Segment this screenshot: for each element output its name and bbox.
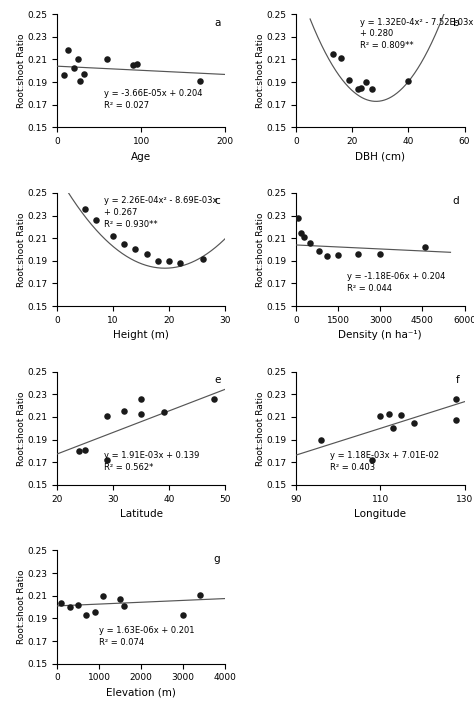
Point	[297, 227, 304, 238]
Point	[165, 255, 173, 266]
X-axis label: Longitude: Longitude	[354, 509, 406, 519]
Point	[154, 255, 162, 266]
Point	[64, 44, 72, 56]
Point	[410, 417, 418, 429]
Point	[80, 68, 88, 80]
Text: c: c	[215, 196, 220, 206]
Point	[66, 602, 73, 613]
Point	[376, 249, 384, 260]
Y-axis label: Root:shoot Ratio: Root:shoot Ratio	[256, 391, 265, 465]
Point	[334, 249, 342, 261]
Point	[385, 408, 392, 419]
Point	[129, 59, 137, 71]
Text: b: b	[453, 18, 459, 28]
Point	[137, 393, 145, 405]
Point	[315, 245, 322, 256]
Point	[57, 597, 65, 608]
Point	[354, 83, 362, 95]
Point	[104, 454, 111, 465]
Point	[452, 414, 460, 426]
Point	[82, 609, 90, 621]
Point	[196, 76, 204, 87]
Text: y = 1.32E0-4x² - 7.52E-03x
+ 0.280
R² = 0.809**: y = 1.32E0-4x² - 7.52E-03x + 0.280 R² = …	[360, 18, 474, 50]
Point	[210, 393, 218, 405]
Point	[196, 589, 204, 600]
Point	[74, 54, 82, 65]
X-axis label: Density (n ha⁻¹): Density (n ha⁻¹)	[338, 330, 422, 340]
Point	[452, 393, 460, 405]
Point	[354, 249, 362, 260]
Point	[104, 410, 111, 421]
Point	[376, 410, 384, 421]
Point	[132, 244, 139, 255]
Point	[346, 74, 353, 85]
Y-axis label: Root:shoot Ratio: Root:shoot Ratio	[17, 213, 26, 287]
Point	[133, 59, 141, 70]
Point	[363, 76, 370, 88]
Point	[60, 70, 67, 81]
Y-axis label: Root:shoot Ratio: Root:shoot Ratio	[256, 213, 265, 287]
Point	[405, 76, 412, 87]
X-axis label: DBH (cm): DBH (cm)	[356, 152, 405, 162]
Point	[199, 253, 207, 264]
Point	[91, 606, 99, 617]
Point	[81, 203, 89, 215]
Point	[318, 434, 325, 445]
Point	[421, 241, 429, 253]
X-axis label: Age: Age	[131, 152, 151, 162]
Text: y = 1.91E-03x + 0.139
R² = 0.562*: y = 1.91E-03x + 0.139 R² = 0.562*	[104, 451, 200, 472]
Point	[104, 54, 111, 65]
Point	[160, 407, 167, 418]
Point	[357, 82, 365, 93]
Point	[92, 215, 100, 226]
Point	[398, 409, 405, 420]
Point	[100, 590, 107, 602]
Point	[329, 48, 337, 59]
Text: f: f	[456, 375, 459, 385]
Point	[312, 1, 319, 13]
Point	[120, 238, 128, 249]
Text: a: a	[214, 18, 220, 28]
X-axis label: Elevation (m): Elevation (m)	[106, 688, 176, 698]
Point	[77, 76, 84, 87]
Text: d: d	[453, 196, 459, 206]
Point	[81, 444, 89, 455]
Point	[337, 53, 345, 64]
Point	[177, 258, 184, 269]
Point	[294, 213, 302, 224]
Point	[75, 445, 83, 457]
X-axis label: Latitude: Latitude	[119, 509, 163, 519]
Point	[120, 406, 128, 417]
Point	[368, 454, 376, 465]
Point	[306, 237, 314, 249]
Y-axis label: Root:shoot Ratio: Root:shoot Ratio	[17, 391, 26, 465]
Point	[74, 599, 82, 611]
Text: e: e	[214, 375, 220, 385]
Point	[137, 408, 145, 419]
Text: y = -3.66E-05x + 0.204
R² = 0.027: y = -3.66E-05x + 0.204 R² = 0.027	[104, 89, 202, 109]
X-axis label: Height (m): Height (m)	[113, 330, 169, 340]
Text: y = 2.26E-04x² - 8.69E-03x
+ 0.267
R² = 0.930**: y = 2.26E-04x² - 8.69E-03x + 0.267 R² = …	[104, 196, 218, 229]
Point	[301, 232, 308, 243]
Point	[116, 594, 124, 605]
Point	[389, 423, 397, 434]
Y-axis label: Root:shoot Ratio: Root:shoot Ratio	[17, 570, 26, 645]
Point	[109, 230, 117, 241]
Text: y = 1.63E-06x + 0.201
R² = 0.074: y = 1.63E-06x + 0.201 R² = 0.074	[99, 626, 194, 647]
Point	[120, 600, 128, 611]
Point	[143, 249, 151, 260]
Point	[180, 609, 187, 621]
Text: y = -1.18E-06x + 0.204
R² = 0.044: y = -1.18E-06x + 0.204 R² = 0.044	[346, 272, 445, 293]
Y-axis label: Root:shoot Ratio: Root:shoot Ratio	[256, 33, 265, 108]
Y-axis label: Root:shoot Ratio: Root:shoot Ratio	[17, 33, 26, 108]
Point	[70, 63, 78, 74]
Point	[368, 83, 376, 95]
Point	[323, 251, 331, 262]
Text: y = 1.18E-03x + 7.01E-02
R² = 0.403: y = 1.18E-03x + 7.01E-02 R² = 0.403	[330, 451, 439, 472]
Text: g: g	[214, 554, 220, 564]
